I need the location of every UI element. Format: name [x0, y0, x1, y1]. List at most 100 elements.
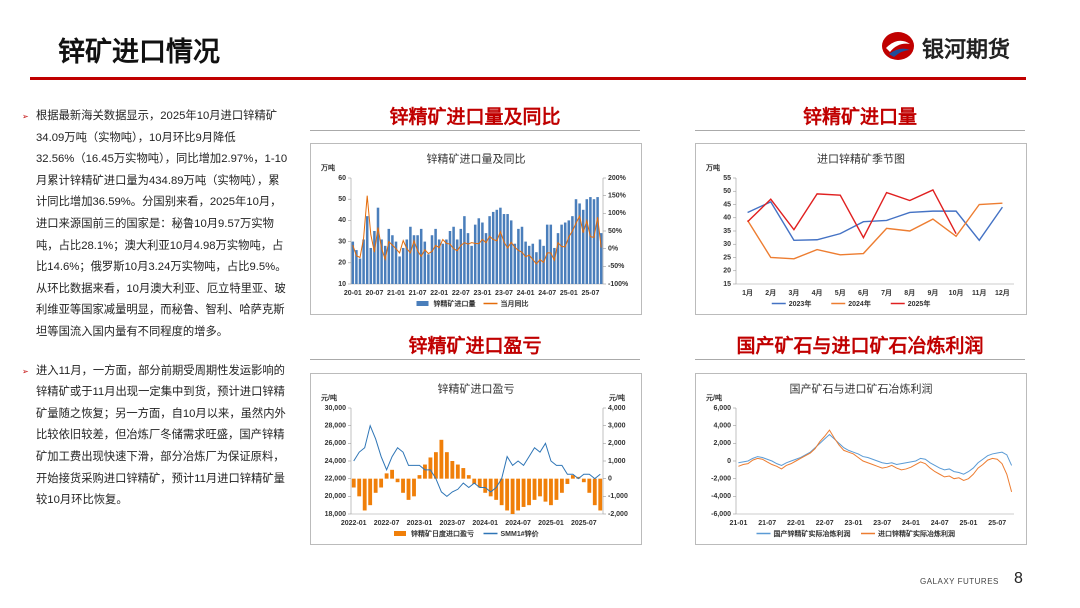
bar	[535, 252, 538, 284]
bar	[494, 478, 499, 500]
y-axis-unit: 元/吨	[321, 393, 337, 402]
bar	[542, 245, 545, 284]
bar	[506, 214, 509, 284]
bar	[556, 233, 560, 284]
bar	[357, 478, 362, 497]
bar	[423, 241, 427, 284]
bullet: 根据最新海关数据显示，2025年10月进口锌精矿34.09万吨（实物吨），10月…	[22, 106, 288, 344]
tick-label: 55	[723, 175, 731, 182]
tick-label: 30,000	[325, 405, 347, 412]
tick-label: -2,000	[711, 476, 731, 483]
x-tick-label: 2022-07	[374, 520, 400, 527]
x-tick-label: 6月	[858, 289, 869, 297]
tick-label: 35	[723, 228, 731, 235]
bar	[470, 245, 473, 284]
line	[352, 195, 602, 265]
title-rule	[30, 77, 1026, 80]
bar	[571, 216, 574, 284]
slide-title: 锌矿进口情况	[58, 37, 220, 67]
bar	[581, 478, 586, 483]
logo-text: 银河期货	[922, 37, 1011, 62]
bar	[445, 239, 448, 284]
bar	[428, 457, 433, 479]
tick-label: 60	[338, 175, 346, 182]
bar	[554, 478, 559, 500]
logo-icon	[882, 32, 914, 60]
tick-label: 20,000	[325, 493, 347, 500]
x-tick-label: 23-07	[873, 520, 891, 527]
bar	[567, 220, 571, 284]
bar	[576, 476, 581, 479]
legend-label: 锌精矿进口量	[434, 299, 476, 308]
bar	[488, 216, 491, 284]
bar	[559, 478, 564, 493]
x-tick-label: 10月	[949, 289, 964, 297]
legend-swatch	[416, 301, 429, 306]
footer: GALAXY FUTURES	[920, 577, 999, 586]
x-tick-label: 20-01	[344, 290, 362, 297]
bar	[513, 243, 517, 284]
bar	[509, 220, 513, 284]
tick-label: 15	[723, 281, 731, 288]
bar	[373, 231, 376, 284]
tick-label: 0%	[608, 246, 619, 253]
bar	[398, 256, 401, 284]
bar	[459, 228, 463, 284]
tick-label: -4,000	[711, 493, 731, 500]
x-tick-label: 7月	[881, 289, 892, 297]
tick-label: 30	[723, 241, 731, 248]
panel-rule	[310, 359, 640, 360]
tick-label: 18,000	[325, 511, 347, 518]
bar	[549, 478, 553, 506]
x-tick-label: 20-07	[365, 290, 383, 297]
line	[747, 189, 957, 240]
tick-label: 22,000	[325, 476, 347, 483]
x-tick-label: 1月	[742, 289, 753, 297]
bar	[379, 478, 384, 488]
bar	[499, 478, 504, 506]
line	[353, 424, 601, 497]
bar	[450, 461, 455, 479]
bar	[395, 478, 400, 483]
bar	[448, 231, 452, 284]
bar	[589, 197, 592, 284]
bar	[483, 478, 488, 493]
bar	[477, 478, 482, 488]
bar	[560, 224, 563, 284]
bar	[592, 478, 597, 506]
bar	[427, 254, 430, 284]
bar	[355, 250, 358, 284]
bar	[592, 199, 596, 284]
bar	[585, 199, 589, 284]
tick-label: 1,000	[608, 458, 626, 465]
bar	[517, 228, 520, 284]
bar	[423, 464, 427, 479]
tick-label: -50%	[608, 263, 625, 270]
bar	[466, 475, 471, 479]
bar	[502, 214, 506, 284]
x-tick-label: 22-01	[787, 520, 805, 527]
tick-label: 2,000	[713, 440, 731, 447]
x-tick-label: 22-07	[816, 520, 834, 527]
x-tick-label: 4月	[812, 289, 823, 297]
bar	[466, 233, 470, 284]
x-tick-label: 25-07	[988, 520, 1006, 527]
bar	[587, 478, 592, 493]
bar	[437, 239, 441, 284]
bar	[455, 464, 460, 479]
chart-title: 进口锌精矿季节图	[817, 152, 905, 166]
tick-label: 25	[723, 254, 731, 261]
x-tick-label: 24-07	[931, 520, 949, 527]
bar	[380, 239, 383, 284]
bar	[362, 478, 367, 511]
bar	[433, 452, 438, 479]
tick-label: 4,000	[713, 423, 731, 430]
x-tick-label: 5月	[835, 289, 846, 297]
bar	[488, 478, 493, 497]
tick-label: 20	[723, 268, 731, 275]
line	[747, 200, 1003, 242]
bar	[387, 228, 391, 284]
bar	[538, 239, 542, 284]
